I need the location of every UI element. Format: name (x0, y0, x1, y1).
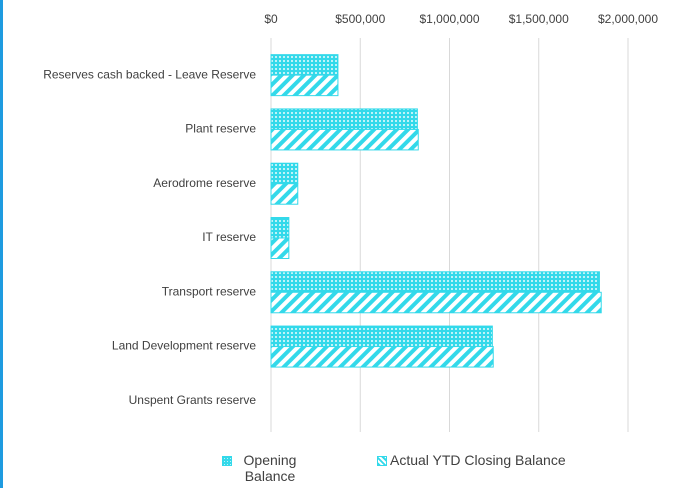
bar (270, 183, 299, 205)
legend-swatch (377, 456, 387, 466)
bar (270, 162, 299, 185)
bar (270, 128, 419, 151)
legend-label: Opening Balance (243, 452, 297, 484)
legend-item: Actual YTD Closing Balance (377, 452, 566, 468)
bar (270, 346, 494, 368)
x-tick-label: $0 (264, 12, 278, 26)
legend-label: Actual YTD Closing Balance (390, 452, 566, 468)
legend-item: Opening Balance (222, 452, 305, 484)
chart: $0 $500,000 $1,000,000 $1,500,000 $2,000,000… (43, 12, 658, 432)
y-tick-label: IT reserve (202, 230, 256, 244)
bar (270, 325, 493, 348)
legend-swatch (222, 456, 232, 466)
y-tick-label: Transport reserve (162, 284, 257, 298)
bar (270, 217, 290, 239)
bar (270, 108, 418, 130)
y-tick-label: Land Development reserve (112, 339, 256, 353)
bar (270, 237, 290, 259)
x-tick-label: $2,000,000 (598, 12, 658, 26)
bar (270, 54, 339, 76)
y-tick-label: Aerodrome reserve (153, 176, 256, 190)
y-tick-label: Plant reserve (185, 122, 256, 136)
bar (270, 271, 600, 293)
bar (270, 291, 602, 314)
y-tick-label: Reserves cash backed - Leave Reserve (43, 67, 256, 81)
x-tick-label: $1,500,000 (509, 12, 569, 26)
y-tick-label: Unspent Grants reserve (129, 393, 257, 407)
bar (270, 74, 339, 97)
x-tick-label: $1,000,000 (419, 12, 479, 26)
x-tick-label: $500,000 (335, 12, 385, 26)
